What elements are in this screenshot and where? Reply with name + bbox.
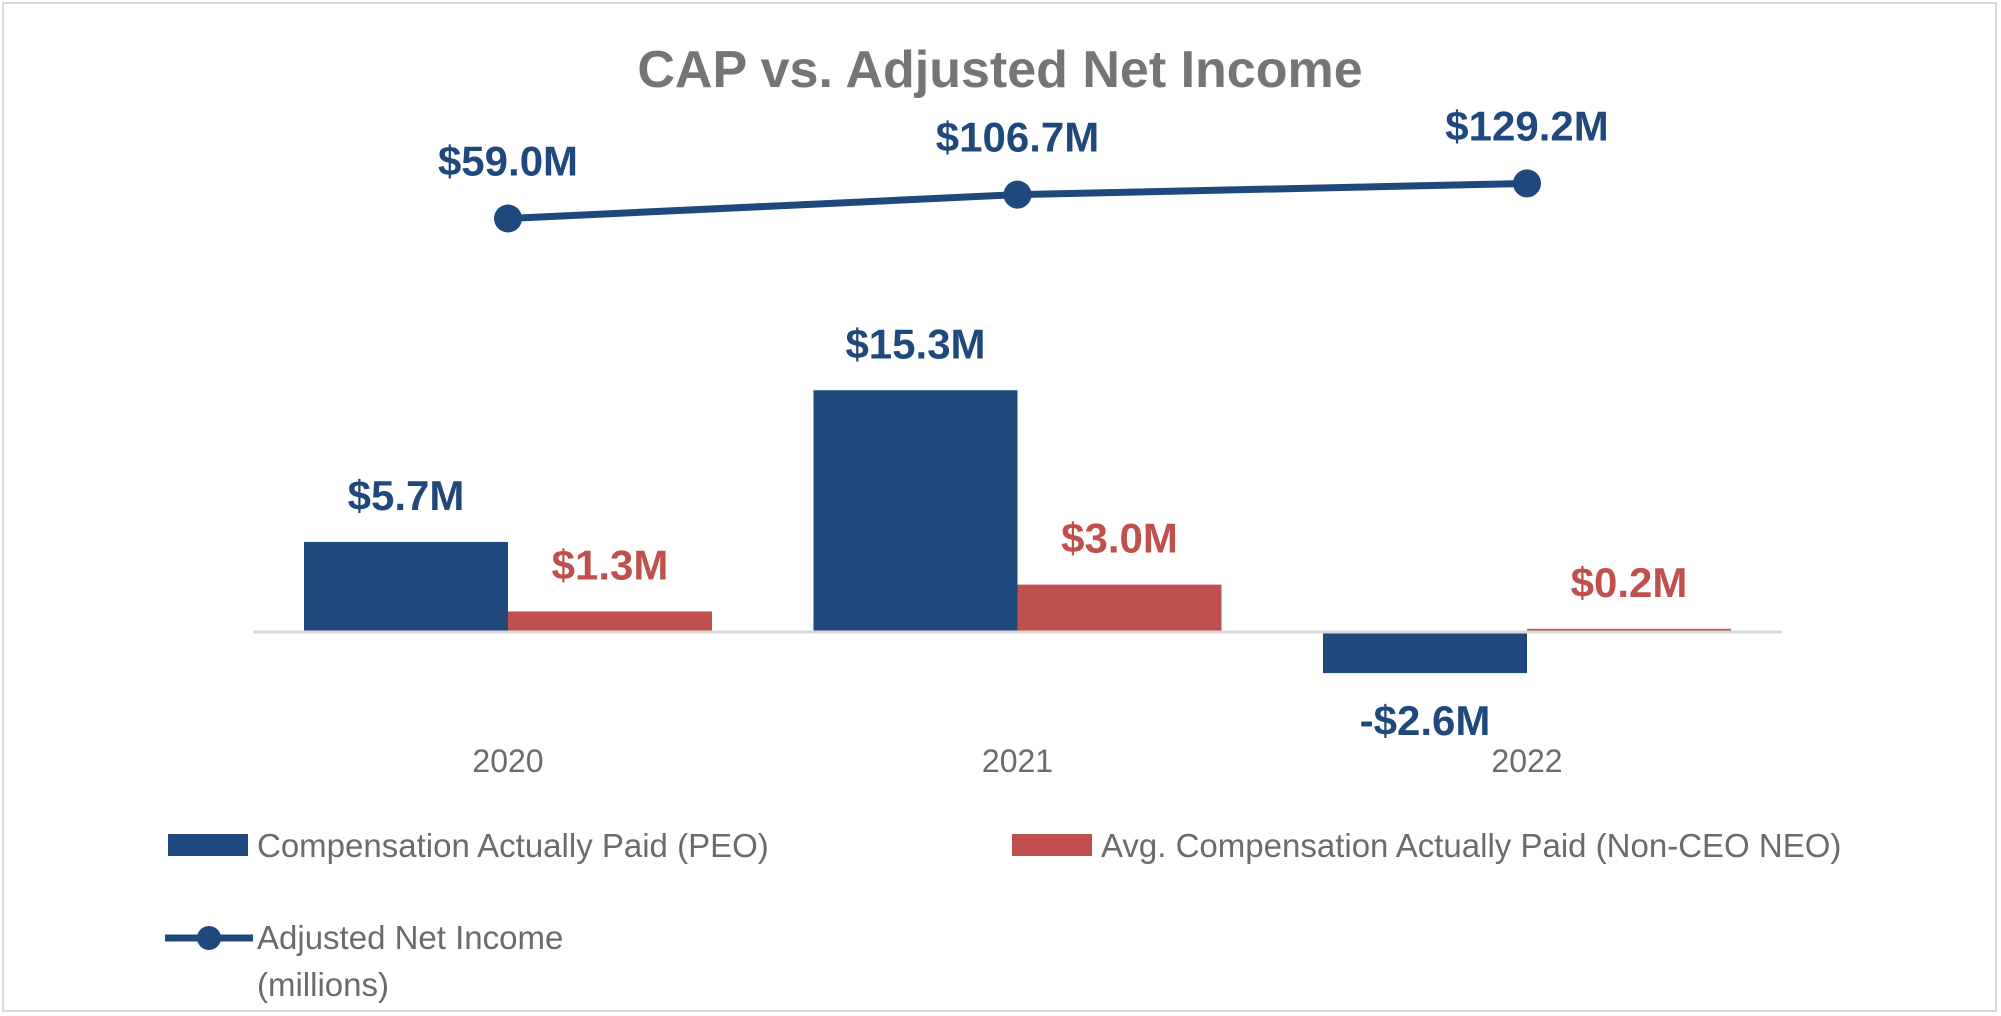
x-axis-ticks: 2020 2021 2022 (472, 743, 1562, 779)
x-tick-2021: 2021 (982, 743, 1053, 779)
x-tick-2022: 2022 (1491, 743, 1562, 779)
legend-label-peo: Compensation Actually Paid (PEO) (257, 827, 769, 864)
bar-peo-2020 (304, 541, 508, 632)
label-neo-2021: $3.0M (1061, 515, 1178, 562)
line-series-group (494, 169, 1541, 233)
bar-neo-2021 (1017, 584, 1222, 632)
legend-swatch-neo (1012, 834, 1092, 856)
data-labels-group: $5.7M $1.3M $15.3M $3.0M -$2.6M $0.2M $59.0M $1… (348, 102, 1688, 744)
marker-net-income-2021 (1003, 180, 1032, 209)
legend-label-neo: Avg. Compensation Actually Paid (Non-CEO… (1101, 827, 1841, 864)
bar-peo-2021 (813, 390, 1018, 632)
label-net-income-2022: $129.2M (1445, 102, 1608, 149)
label-neo-2020: $1.3M (552, 541, 669, 588)
bars-group (304, 390, 1731, 674)
label-net-income-2020: $59.0M (438, 138, 578, 185)
label-peo-2020: $5.7M (348, 472, 465, 519)
chart-title: CAP vs. Adjusted Net Income (637, 41, 1362, 99)
x-tick-2020: 2020 (472, 743, 543, 779)
label-peo-2021: $15.3M (845, 320, 985, 367)
legend-label-net-income: Adjusted Net Income (257, 919, 563, 956)
legend-label-net-income-unit: (millions) (257, 966, 389, 1003)
legend: Compensation Actually Paid (PEO) Avg. Com… (165, 827, 1841, 1003)
marker-net-income-2022 (1513, 169, 1541, 198)
label-peo-2022: -$2.6M (1360, 697, 1491, 744)
legend-swatch-peo (168, 834, 248, 856)
legend-marker-net-income (197, 926, 221, 950)
bar-neo-2020 (508, 611, 712, 632)
marker-net-income-2020 (494, 204, 522, 233)
label-neo-2022: $0.2M (1571, 559, 1688, 606)
label-net-income-2021: $106.7M (936, 114, 1099, 161)
bar-peo-2022 (1323, 632, 1527, 674)
bar-neo-2022 (1527, 628, 1731, 632)
